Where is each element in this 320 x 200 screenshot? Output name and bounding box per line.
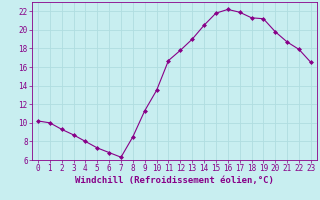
X-axis label: Windchill (Refroidissement éolien,°C): Windchill (Refroidissement éolien,°C) — [75, 176, 274, 185]
